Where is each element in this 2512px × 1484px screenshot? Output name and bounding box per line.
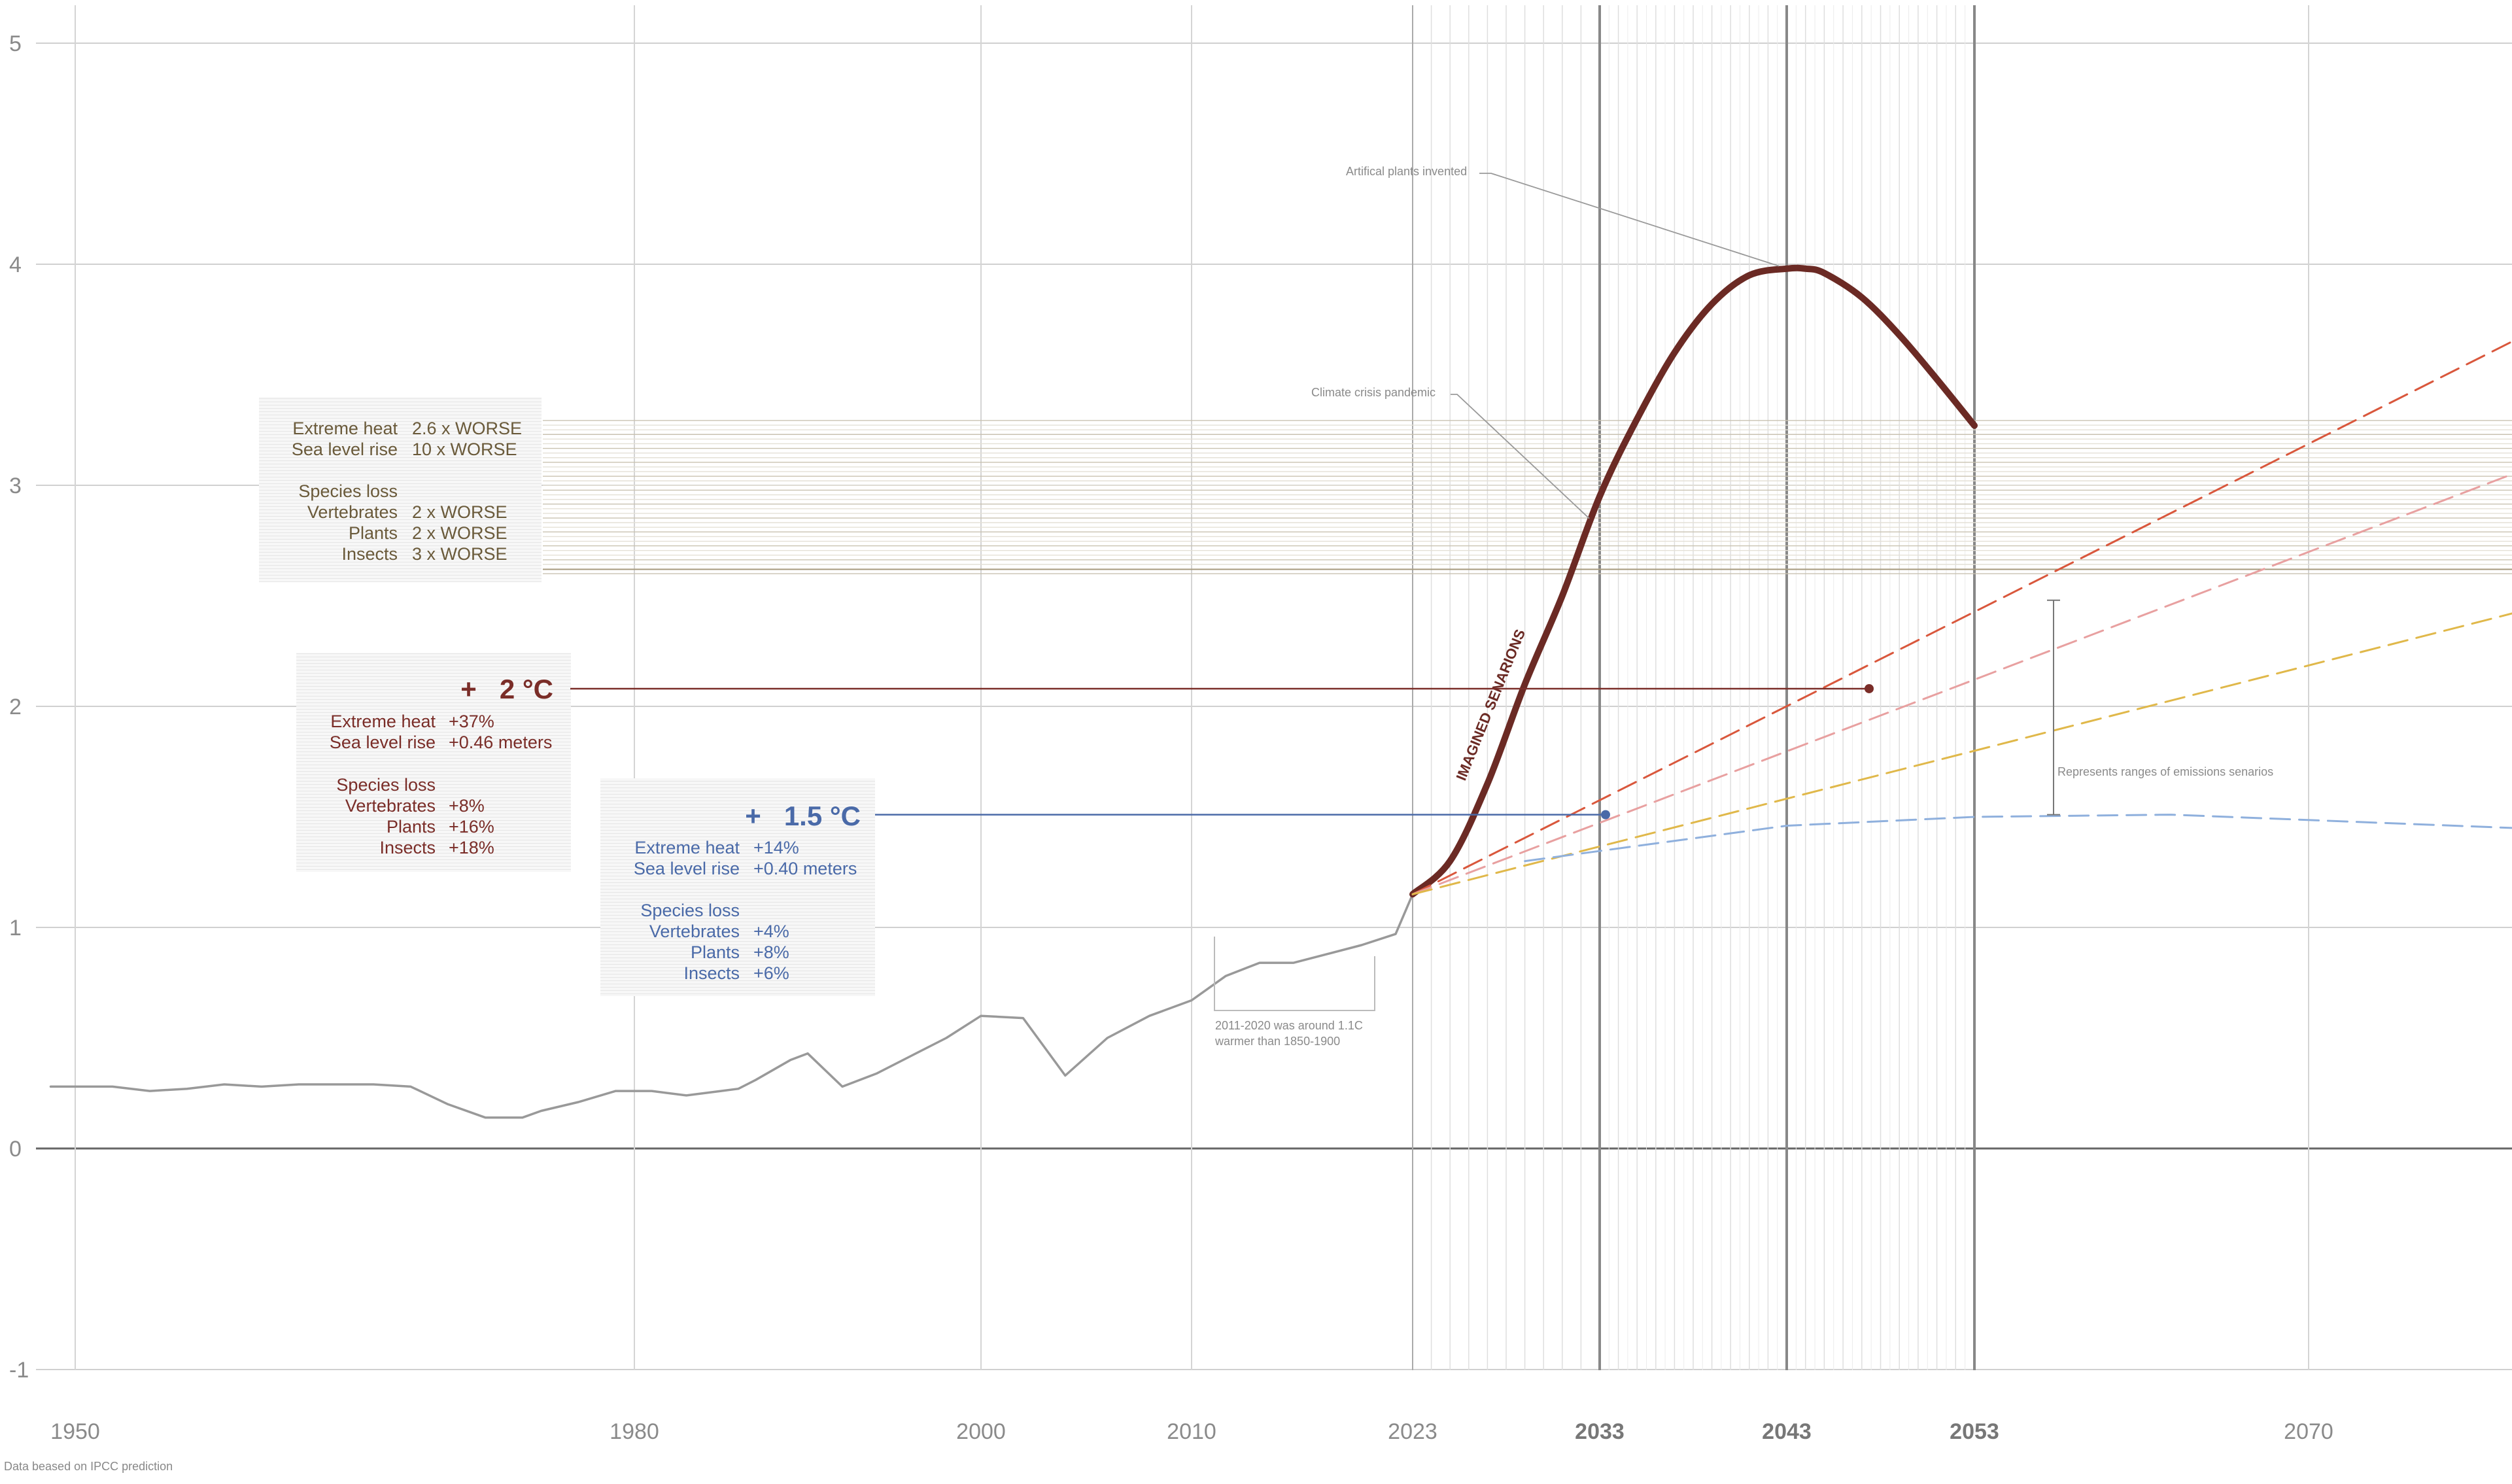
y-tick-label: 3 <box>9 474 22 498</box>
two-label-extreme-heat: Extreme heat <box>330 712 436 731</box>
info-box-text: Extreme heat 2.6 x WORSE Sea level rise … <box>292 419 861 983</box>
x-tick-label: 2010 <box>1167 1419 1216 1444</box>
two-value-sea-level: +0.46 meters <box>449 733 552 752</box>
annotation-period-note-2: warmer than 1850-1900 <box>1214 1035 1340 1048</box>
onefive-value-insects: +6% <box>753 963 789 983</box>
x-tick-label: 2053 <box>1950 1419 1999 1444</box>
two-value-plants: +16% <box>449 817 494 837</box>
two-label-insects: Insects <box>379 838 436 857</box>
y-tick-label: 1 <box>9 916 22 940</box>
two-label-vertebrates: Vertebrates <box>345 796 436 816</box>
scenario-pink-series <box>1411 473 2512 895</box>
threshold-hatching <box>543 420 2512 574</box>
x-tick-label: 2033 <box>1575 1419 1625 1444</box>
onefive-label-plants: Plants <box>691 942 740 962</box>
onefive-label-extreme-heat: Extreme heat <box>634 838 740 857</box>
y-tick-label: -1 <box>9 1358 29 1383</box>
worse-label-sea-level: Sea level rise <box>292 440 398 459</box>
worse-box-bg <box>259 397 542 582</box>
worse-box: Extreme heat 2.6 x WORSE Sea level rise … <box>292 419 522 564</box>
two-label-species-loss: Species loss <box>336 775 436 795</box>
onefive-value-extreme-heat: +14% <box>753 838 799 857</box>
y-tick-label: 5 <box>9 31 22 56</box>
onefive-label-sea-level: Sea level rise <box>634 859 740 878</box>
worse-value-sea-level: 10 x WORSE <box>412 440 517 459</box>
worse-label-plants: Plants <box>349 523 398 543</box>
scenario-blue-series <box>1524 814 2512 863</box>
y-tick-label: 2 <box>9 695 22 719</box>
onefive-value-sea-level: +0.40 meters <box>753 859 857 878</box>
onefive-label-species-loss: Species loss <box>640 901 740 920</box>
x-tick-label: 2043 <box>1762 1419 1812 1444</box>
worse-value-plants: 2 x WORSE <box>412 523 508 543</box>
historical-series <box>49 893 1414 1119</box>
tick-labels: 5 4 3 2 1 0 -1 1950 1980 2000 2010 2023 2033 2043 2053… <box>9 31 2333 1444</box>
one-five-degree-box: + 1.5 °C Extreme heat +14% Sea level ris… <box>634 801 861 983</box>
worse-label-species-loss: Species loss <box>298 481 398 501</box>
footnote: Data beased on IPCC prediction <box>4 1460 173 1473</box>
one-five-marker <box>1601 810 1610 820</box>
imagined-scenario-series <box>1409 264 1978 898</box>
annotation-artificial-plants: Artifical plants invented <box>1346 165 1467 178</box>
grid <box>36 5 2512 1370</box>
onefive-value-vertebrates: +4% <box>753 922 789 941</box>
leader-climate-pandemic <box>1451 394 1590 519</box>
two-value-insects: +18% <box>449 838 494 857</box>
two-degree-box: + 2 °C Extreme heat +37% Sea level rise … <box>330 674 553 857</box>
two-label-plants: Plants <box>387 817 436 837</box>
x-tick-label: 2070 <box>2284 1419 2333 1444</box>
worse-value-extreme-heat: 2.6 x WORSE <box>412 419 522 438</box>
two-label-sea-level: Sea level rise <box>330 733 436 752</box>
worse-label-extreme-heat: Extreme heat <box>292 419 398 438</box>
scenario-red-series <box>1411 340 2512 895</box>
onefive-label-vertebrates: Vertebrates <box>649 922 740 941</box>
two-degree-title: + 2 °C <box>460 674 553 704</box>
y-tick-label: 4 <box>9 252 22 277</box>
y-tick-label: 0 <box>9 1137 22 1162</box>
annotation-climate-pandemic: Climate crisis pandemic <box>1311 386 1436 399</box>
worse-value-insects: 3 x WORSE <box>412 544 508 564</box>
x-tick-label: 1950 <box>50 1419 100 1444</box>
series-layer <box>49 264 2512 1119</box>
x-tick-label: 2000 <box>956 1419 1006 1444</box>
worse-value-vertebrates: 2 x WORSE <box>412 502 508 522</box>
two-value-vertebrates: +8% <box>449 796 485 816</box>
annotation-period-note-1: 2011-2020 was around 1.1C <box>1215 1019 1363 1032</box>
worse-label-vertebrates: Vertebrates <box>307 502 398 522</box>
x-tick-label: 2023 <box>1388 1419 1437 1444</box>
leader-artificial-plants <box>1479 173 1780 267</box>
two-degree-marker <box>1865 683 1874 693</box>
two-value-extreme-heat: +37% <box>449 712 494 731</box>
one-five-title: + 1.5 °C <box>745 801 861 831</box>
scenario-yellow-series <box>1411 612 2512 895</box>
one-five-box-bg <box>600 778 875 996</box>
annotation-emissions-ranges: Represents ranges of emissions senarios <box>2057 765 2273 778</box>
info-box-backgrounds <box>259 397 875 996</box>
period-bracket <box>1214 937 1375 1011</box>
two-degree-box-bg <box>296 653 571 872</box>
onefive-value-plants: +8% <box>753 942 789 962</box>
x-tick-label: 1980 <box>610 1419 659 1444</box>
onefive-label-insects: Insects <box>683 963 740 983</box>
worse-label-insects: Insects <box>341 544 398 564</box>
